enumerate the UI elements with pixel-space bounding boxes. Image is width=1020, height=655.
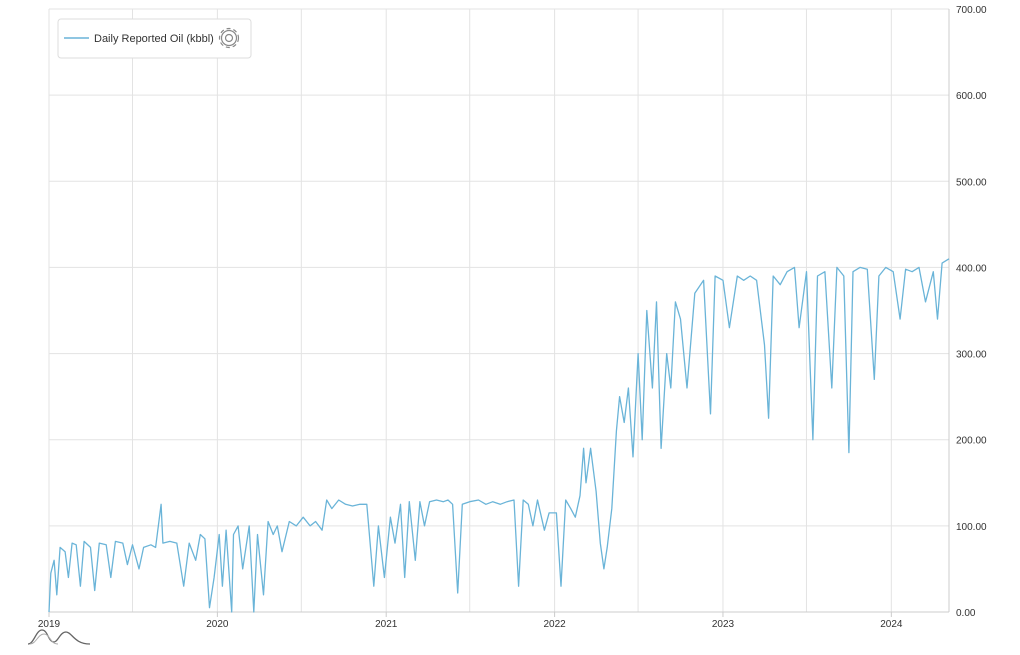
y-tick-label: 500.00	[956, 177, 987, 188]
x-tick-label: 2023	[712, 619, 735, 630]
y-tick-label: 700.00	[956, 5, 987, 16]
x-tick-label: 2019	[38, 619, 61, 630]
range-selector-icon[interactable]	[27, 629, 91, 645]
x-tick-label: 2024	[880, 619, 903, 630]
legend-label[interactable]: Daily Reported Oil (kbbl)	[94, 33, 214, 45]
x-axis: 2019 2020 2021 2022 2023 2024	[38, 612, 903, 630]
gear-icon[interactable]	[218, 27, 240, 49]
y-tick-label: 100.00	[956, 522, 987, 533]
y-tick-label: 400.00	[956, 263, 987, 274]
y-tick-label: 600.00	[956, 91, 987, 102]
x-tick-label: 2020	[206, 619, 229, 630]
y-axis: 0.00 100.00 200.00 300.00 400.00 500.00 600.00…	[956, 5, 987, 619]
legend[interactable]: Daily Reported Oil (kbbl)	[57, 18, 252, 59]
legend-box	[57, 18, 252, 59]
series-line-daily-reported-oil	[48, 258, 950, 613]
x-tick-label: 2022	[543, 619, 566, 630]
y-tick-label: 300.00	[956, 350, 987, 361]
y-tick-label: 200.00	[956, 436, 987, 447]
y-tick-label: 0.00	[956, 608, 976, 619]
grid	[48, 8, 950, 613]
x-tick-label: 2021	[375, 619, 398, 630]
series-layer	[48, 258, 950, 613]
